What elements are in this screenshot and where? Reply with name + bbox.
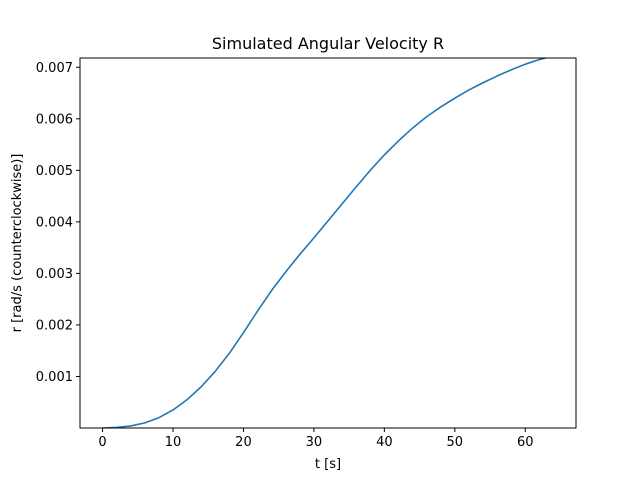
x-tick-label: 30 bbox=[306, 435, 323, 450]
y-tick-label: 0.001 bbox=[36, 370, 73, 385]
y-axis-label: r [rad/s (counterclockwise)] bbox=[10, 154, 25, 333]
x-tick-label: 40 bbox=[376, 435, 393, 450]
x-tick-label: 0 bbox=[98, 435, 106, 450]
x-tick-label: 60 bbox=[517, 435, 534, 450]
plot-area bbox=[102, 58, 549, 428]
axes-frame bbox=[79, 57, 577, 429]
y-tick-label: 0.004 bbox=[36, 215, 73, 230]
x-tick-label: 20 bbox=[235, 435, 252, 450]
series-line bbox=[102, 58, 549, 428]
y-axis-ticks: 0.001 0.002 0.003 0.004 0.005 0.006 0.007 bbox=[36, 61, 80, 385]
x-tick-label: 10 bbox=[165, 435, 182, 450]
y-tick-label: 0.005 bbox=[36, 164, 73, 179]
x-axis-label: t [s] bbox=[315, 457, 341, 472]
x-axis-ticks: 0 10 20 30 40 50 60 bbox=[98, 428, 534, 450]
y-tick-label: 0.002 bbox=[36, 318, 73, 333]
y-tick-label: 0.007 bbox=[36, 61, 73, 76]
x-tick-label: 50 bbox=[447, 435, 464, 450]
y-tick-label: 0.006 bbox=[36, 112, 73, 127]
chart-title: Simulated Angular Velocity R bbox=[212, 34, 444, 53]
y-tick-label: 0.003 bbox=[36, 267, 73, 282]
